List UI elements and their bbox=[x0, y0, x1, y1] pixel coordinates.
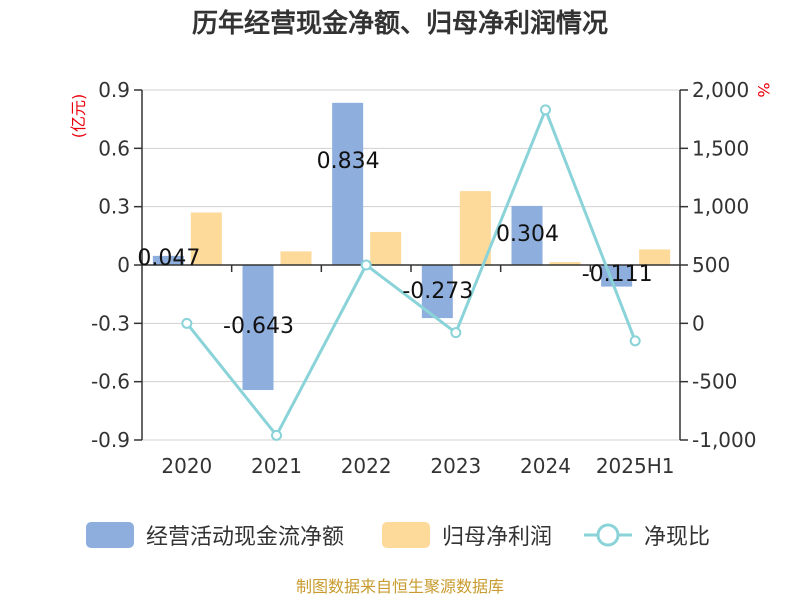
bar-net-profit bbox=[190, 212, 222, 265]
ratio-point bbox=[360, 259, 372, 271]
left-axis-unit: (亿元) bbox=[69, 94, 88, 139]
data-label-cash-flow: 0.834 bbox=[317, 149, 380, 174]
axes: 0.9 0.6 0.3 0 -0.3 -0.6 -0.9 2,000 1,500 1,000 500… bbox=[91, 78, 757, 478]
category-label: 2025H1 bbox=[596, 454, 675, 478]
bar-cash-flow bbox=[242, 265, 274, 391]
line-series bbox=[181, 104, 641, 441]
right-tick-label: 0 bbox=[692, 311, 705, 335]
left-tick-label: 0.6 bbox=[98, 136, 130, 160]
right-tick-label: 2,000 bbox=[692, 78, 749, 102]
right-tick-label: 500 bbox=[692, 253, 730, 277]
left-tick-label: -0.6 bbox=[91, 370, 130, 394]
bar-marks bbox=[152, 102, 671, 391]
ratio-point bbox=[450, 327, 462, 339]
ratio-point bbox=[540, 104, 551, 116]
left-tick-label: 0.9 bbox=[98, 78, 130, 102]
data-labels: 0.047 -0.643 0.834 -0.273 0.304 -0.111 bbox=[137, 149, 652, 339]
chart-title: 历年经营现金净额、归母净利润情况 bbox=[192, 8, 608, 39]
left-tick-label: -0.3 bbox=[91, 311, 130, 335]
category-label: 2020 bbox=[161, 454, 212, 478]
data-label-cash-flow: 0.304 bbox=[496, 222, 559, 247]
ratio-point bbox=[181, 317, 193, 329]
legend-label-net-profit: 归母净利润 bbox=[442, 525, 552, 550]
bar-cash-flow bbox=[152, 255, 184, 265]
bar-cash-flow bbox=[332, 102, 364, 265]
category-label: 2023 bbox=[430, 454, 481, 478]
right-tick-label: -1,000 bbox=[692, 428, 756, 452]
data-label-cash-flow: -0.111 bbox=[582, 262, 653, 287]
legend-label-cash-flow: 经营活动现金流净额 bbox=[146, 525, 344, 550]
category-label: 2022 bbox=[341, 454, 392, 478]
right-tick-label: 1,000 bbox=[692, 195, 749, 219]
legend-swatch-cash-flow bbox=[86, 522, 134, 548]
ratio-line bbox=[185, 108, 637, 437]
bar-net-profit bbox=[280, 251, 312, 265]
legend-swatch-net-profit bbox=[382, 522, 430, 548]
data-label-cash-flow: -0.643 bbox=[223, 314, 294, 339]
legend-marker-ratio bbox=[596, 523, 620, 547]
ratio-point bbox=[271, 429, 282, 441]
bar-net-profit bbox=[370, 231, 402, 265]
source-note: 制图数据来自恒生聚源数据库 bbox=[296, 577, 504, 596]
right-tick-label: 1,500 bbox=[692, 136, 749, 160]
category-label: 2021 bbox=[251, 454, 302, 478]
category-label: 2024 bbox=[520, 454, 571, 478]
data-label-cash-flow: -0.273 bbox=[402, 279, 473, 304]
bar-net-profit bbox=[549, 262, 581, 265]
left-tick-label: -0.9 bbox=[91, 428, 130, 452]
left-tick-label: 0.3 bbox=[98, 195, 130, 219]
bar-cash-flow bbox=[511, 205, 543, 265]
legend-label-ratio: 净现比 bbox=[644, 525, 710, 550]
bar-net-profit bbox=[459, 191, 491, 265]
right-tick-label: -500 bbox=[692, 370, 737, 394]
data-label-cash-flow: 0.047 bbox=[137, 246, 200, 271]
bar-net-profit bbox=[639, 249, 671, 265]
right-axis-unit: % bbox=[754, 82, 773, 97]
legend: 经营活动现金流净额 归母净利润 净现比 bbox=[86, 522, 710, 550]
ratio-point bbox=[629, 335, 641, 347]
left-tick-label: 0 bbox=[117, 253, 130, 277]
